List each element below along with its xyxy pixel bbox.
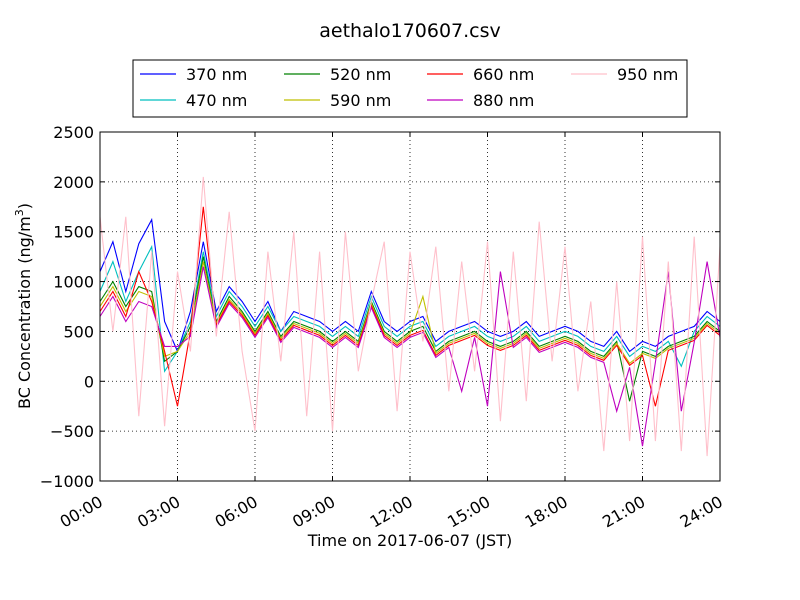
x-axis-label: Time on 2017-06-07 (JST) (307, 531, 512, 550)
legend-label: 370 nm (186, 65, 247, 84)
legend-label: 660 nm (473, 65, 534, 84)
legend-label: 950 nm (617, 65, 678, 84)
legend-box (132, 59, 688, 118)
y-tick-label: 1000 (53, 273, 94, 292)
series-layer (99, 176, 721, 457)
legend: 370 nm 470 nm 520 nm 590 nm 660 nm 880 nm 950 … (132, 59, 688, 118)
y-tick-label: 0 (84, 372, 94, 391)
series-line-520-nm (99, 256, 721, 402)
y-axis-label-main: BC Concentration (ng/m (15, 216, 34, 409)
series-line-660-nm (99, 206, 721, 407)
series-line-880-nm (99, 261, 721, 447)
legend-label: 470 nm (186, 91, 247, 110)
y-axis-label: BC Concentration (ng/m3) (13, 203, 34, 409)
y-tick-label: 2000 (53, 173, 94, 192)
y-tick-label: 500 (63, 322, 94, 341)
legend-label: 880 nm (473, 91, 534, 110)
y-tick-label: 1500 (53, 223, 94, 242)
series-line-370-nm (99, 217, 721, 353)
series-line-470-nm (99, 244, 721, 373)
y-tick-label: 2500 (53, 123, 94, 142)
chart-title: aethalo170607.csv (319, 20, 501, 42)
y-tick-label: −1000 (40, 472, 94, 491)
series-line-950-nm (99, 176, 721, 457)
y-axis-label-sup: 3 (13, 209, 26, 216)
y-axis-label-tail: ) (15, 203, 34, 209)
y-tick-label: −500 (50, 422, 94, 441)
series-line-590-nm (99, 261, 721, 365)
legend-label: 520 nm (330, 65, 391, 84)
legend-label: 590 nm (330, 91, 391, 110)
